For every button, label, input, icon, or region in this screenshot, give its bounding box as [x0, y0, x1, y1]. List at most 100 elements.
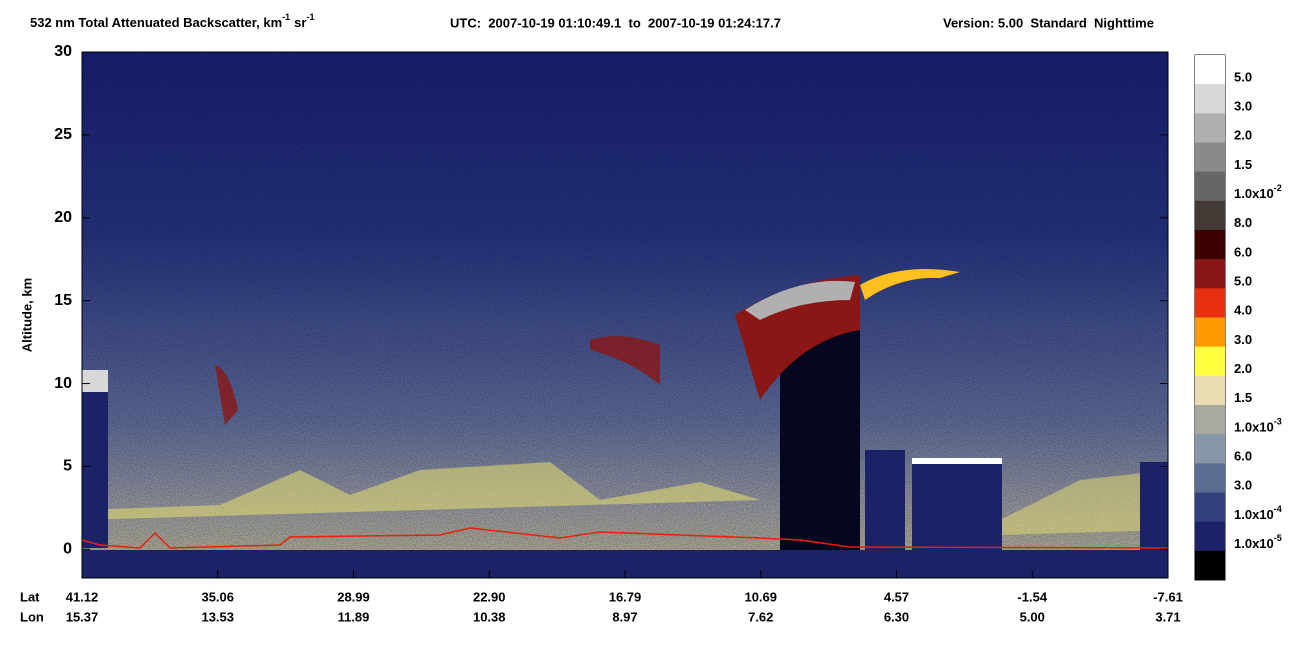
- colorbar-label: 4.0: [1234, 303, 1252, 318]
- aerosol-layer: [82, 462, 760, 520]
- y-tick-label: 25: [54, 126, 72, 143]
- y-tick-label: 0: [63, 541, 72, 558]
- colorbar-label-text: 3.0: [1234, 332, 1252, 347]
- colorbar-swatch: [1195, 288, 1225, 318]
- lat-tick-label: 22.90: [473, 589, 506, 604]
- lat-tick-label: -7.61: [1153, 589, 1183, 604]
- colorbar-swatch: [1195, 113, 1225, 143]
- colorbar-label: 5.0: [1234, 70, 1252, 85]
- chart-title: 532 nm Total Attenuated Backscatter, km-…: [30, 12, 314, 30]
- colorbar-swatch: [1195, 142, 1225, 173]
- title-text: 532 nm Total Attenuated Backscatter, km: [30, 15, 282, 30]
- colorbar-label: 3.0: [1234, 478, 1252, 493]
- colorbar-swatch: [1195, 375, 1225, 406]
- colorbar-swatch: [1195, 84, 1225, 114]
- lon-tick-label: 7.62: [748, 609, 773, 624]
- colorbar-label: 1.5: [1234, 157, 1252, 172]
- colorbar-label-text: 1.0x10: [1234, 186, 1274, 201]
- colorbar-swatch: [1195, 550, 1225, 581]
- y-tick-label: 30: [54, 43, 72, 60]
- lat-tick-label: -1.54: [1017, 589, 1047, 604]
- lat-tick-label: 41.12: [66, 589, 99, 604]
- colorbar-label-text: 6.0: [1234, 245, 1252, 260]
- colorbar-label: 2.0: [1234, 128, 1252, 143]
- lon-tick-label: 3.71: [1155, 609, 1180, 624]
- lat-tick-label: 10.69: [744, 589, 777, 604]
- utc-range: UTC: 2007-10-19 01:10:49.1 to 2007-10-19…: [450, 15, 781, 30]
- colorbar-swatch: [1195, 346, 1225, 377]
- colorbar-label: 3.0: [1234, 99, 1252, 114]
- colorbar-swatch: [1195, 55, 1225, 85]
- colorbar-swatch: [1195, 405, 1225, 435]
- aerosol-layer: [1000, 470, 1168, 535]
- colorbar-swatch: [1195, 521, 1225, 552]
- cloud: [590, 336, 660, 385]
- colorbar-swatch: [1195, 200, 1225, 231]
- lat-tick-label: 16.79: [609, 589, 642, 604]
- colorbar-label: 1.0x10-3: [1234, 417, 1282, 435]
- colorbar-label-exp: -5: [1274, 533, 1282, 543]
- version-info: Version: 5.00 Standard Nighttime: [943, 15, 1154, 30]
- y-axis-label: Altitude, km: [19, 278, 34, 352]
- title-unit: sr: [294, 15, 306, 30]
- cloud-top: [745, 280, 855, 320]
- lon-tick-label: 15.37: [66, 609, 99, 624]
- colorbar-label-text: 1.5: [1234, 391, 1252, 406]
- title-exp: -1: [282, 12, 290, 22]
- colorbar-label-text: 1.0x10: [1234, 536, 1274, 551]
- lon-tick-label: 8.97: [612, 609, 637, 624]
- colorbar-label: 5.0: [1234, 274, 1252, 289]
- colorbar-label-text: 1.0x10: [1234, 507, 1274, 522]
- colorbar-label: 2.0: [1234, 361, 1252, 376]
- colorbar-swatch: [1195, 463, 1225, 493]
- colorbar-label-text: 3.0: [1234, 99, 1252, 114]
- colorbar-label-exp: -2: [1274, 183, 1282, 193]
- colorbar-label: 1.5: [1234, 391, 1252, 406]
- colorbar-label-text: 5.0: [1234, 70, 1252, 85]
- cloud-column: [780, 325, 860, 550]
- colorbar-label: 6.0: [1234, 449, 1252, 464]
- title-exp: -1: [306, 12, 314, 22]
- surface-line: [82, 527, 1168, 549]
- colorbar-label-text: 2.0: [1234, 128, 1252, 143]
- lat-tick-label: 28.99: [337, 589, 370, 604]
- colorbar-label: 1.0x10-4: [1234, 504, 1282, 522]
- cirrus: [860, 268, 960, 300]
- colorbar-label-text: 4.0: [1234, 303, 1252, 318]
- colorbar-label-text: 2.0: [1234, 361, 1252, 376]
- colorbar-label-text: 1.5: [1234, 157, 1252, 172]
- lon-tick-label: 10.38: [473, 609, 506, 624]
- colorbar-label-text: 8.0: [1234, 216, 1252, 231]
- colorbar-swatch: [1195, 317, 1225, 348]
- cloud-column: [912, 460, 1002, 550]
- colorbar-swatch: [1195, 434, 1225, 464]
- lon-tick-label: 6.30: [884, 609, 909, 624]
- x-axis-label: Lat: [20, 589, 40, 604]
- cloud-column: [82, 370, 108, 548]
- y-tick-label: 5: [63, 458, 72, 475]
- colorbar-label-text: 3.0: [1234, 478, 1252, 493]
- lon-tick-label: 5.00: [1020, 609, 1045, 624]
- colorbar-label-text: 6.0: [1234, 449, 1252, 464]
- cloud-column: [865, 450, 905, 550]
- colorbar-label: 1.0x10-5: [1234, 533, 1282, 551]
- backscatter-image: [82, 52, 1168, 578]
- cloud-top: [82, 370, 108, 392]
- lon-tick-label: 11.89: [338, 609, 370, 624]
- lat-tick-label: 35.06: [201, 589, 234, 604]
- cloud-column: [1140, 462, 1168, 550]
- colorbar-label: 1.0x10-2: [1234, 183, 1282, 201]
- colorbar-swatch: [1195, 171, 1225, 202]
- colorbar-swatch: [1195, 492, 1225, 523]
- y-tick-label: 20: [54, 209, 72, 226]
- y-tick-label: 10: [54, 375, 72, 392]
- colorbar-label: 6.0: [1234, 245, 1252, 260]
- cloud: [215, 365, 238, 425]
- colorbar-label-text: 1.0x10: [1234, 420, 1274, 435]
- lat-tick-label: 4.57: [884, 589, 909, 604]
- colorbar-swatch: [1195, 259, 1225, 289]
- colorbar-swatch: [1195, 230, 1225, 260]
- colorbar-label-exp: -4: [1274, 504, 1282, 514]
